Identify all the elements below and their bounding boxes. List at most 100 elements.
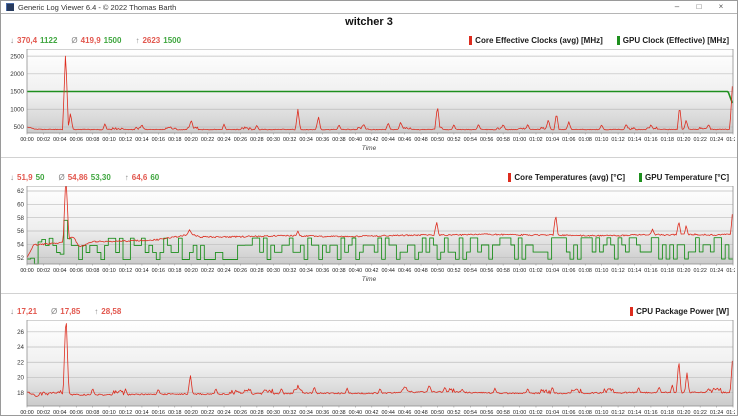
svg-text:01:20: 01:20 [677, 410, 690, 416]
svg-text:00:42: 00:42 [365, 410, 378, 416]
svg-text:00:04: 00:04 [53, 410, 66, 416]
max-arrow-icon: ↑ [124, 172, 129, 182]
stat-min-green: 50 [35, 172, 45, 182]
clocks-plot[interactable]: 500 1000 1500 2000 2500 00:00 00:02 00:04 00:06 0… [5, 48, 738, 144]
min-arrow-icon: ↓ [10, 35, 14, 45]
svg-text:60: 60 [17, 202, 24, 209]
svg-text:00:28: 00:28 [250, 268, 263, 274]
stat-max-red: 64,6 [131, 172, 148, 182]
x-axis-title: Time [361, 276, 377, 283]
x-axis-title: Time [361, 145, 377, 152]
legend-item-core-clocks[interactable]: Core Effective Clocks (avg) [MHz] [469, 35, 603, 45]
svg-text:62: 62 [17, 188, 24, 195]
stats-row: ↓ 370,4 1122 Ø 419,9 1500 ↑ 2623 1500 [5, 36, 195, 45]
svg-text:00:10: 00:10 [102, 410, 115, 416]
series-marker-green [616, 35, 620, 45]
svg-text:01:10: 01:10 [595, 268, 608, 274]
avg-icon: Ø [71, 35, 78, 45]
svg-text:54: 54 [17, 242, 24, 249]
svg-text:24: 24 [17, 344, 24, 351]
minimize-button[interactable]: – [674, 2, 680, 11]
stat-max-green: 1500 [163, 35, 182, 45]
svg-text:00:22: 00:22 [201, 410, 214, 416]
svg-text:00:54: 00:54 [464, 268, 477, 274]
svg-text:00:46: 00:46 [398, 137, 411, 143]
max-arrow-icon: ↑ [94, 306, 99, 316]
stat-max-green: 60 [150, 172, 160, 182]
svg-text:01:14: 01:14 [628, 137, 641, 143]
svg-text:00:46: 00:46 [398, 410, 411, 416]
stat-avg-red: 17,85 [60, 306, 81, 316]
svg-text:01:06: 01:06 [562, 137, 575, 143]
power-plot[interactable]: 18 20 22 24 26 00:00 00:02 00:04 00:06 00:08 00:10… [5, 319, 738, 416]
stat-avg-red: 54,86 [67, 172, 88, 182]
avg-icon: Ø [51, 306, 58, 316]
svg-text:00:00: 00:00 [20, 137, 33, 143]
svg-text:01:10: 01:10 [595, 410, 608, 416]
svg-text:00:54: 00:54 [464, 137, 477, 143]
series-marker-red [508, 172, 512, 182]
svg-text:00:06: 00:06 [70, 410, 83, 416]
svg-text:01:22: 01:22 [693, 137, 706, 143]
svg-text:00:12: 00:12 [119, 410, 132, 416]
svg-text:00:44: 00:44 [382, 137, 395, 143]
svg-text:26: 26 [17, 329, 24, 336]
svg-text:01:12: 01:12 [611, 410, 624, 416]
svg-text:00:50: 00:50 [431, 410, 444, 416]
maximize-button[interactable]: □ [696, 2, 702, 11]
svg-text:56: 56 [17, 228, 24, 235]
svg-text:01:24: 01:24 [710, 137, 723, 143]
chart-panel-temperatures: ↓ 51,9 50 Ø 54,86 53,30 ↑ 64,6 60 [1, 157, 738, 293]
min-arrow-icon: ↓ [10, 172, 14, 182]
svg-text:500: 500 [14, 124, 25, 131]
svg-text:00:18: 00:18 [168, 137, 181, 143]
legend: Core Temperatures (avg) [°C] GPU Tempera… [508, 170, 729, 184]
svg-text:58: 58 [17, 215, 24, 222]
svg-text:01:24: 01:24 [710, 410, 723, 416]
stat-min: ↓ 51,9 50 [10, 173, 44, 182]
svg-text:01:12: 01:12 [611, 137, 624, 143]
svg-text:01:26: 01:26 [726, 268, 735, 274]
svg-text:00:56: 00:56 [480, 268, 493, 274]
svg-text:00:02: 00:02 [37, 268, 50, 274]
svg-text:00:00: 00:00 [20, 268, 33, 274]
legend-item-cpu-power[interactable]: CPU Package Power [W] [630, 306, 729, 316]
svg-text:01:04: 01:04 [546, 137, 559, 143]
svg-text:00:20: 00:20 [184, 410, 197, 416]
svg-text:00:16: 00:16 [152, 137, 165, 143]
legend-item-gpu-temp[interactable]: GPU Temperature [°C] [639, 172, 729, 182]
svg-text:01:02: 01:02 [529, 268, 542, 274]
legend-label: CPU Package Power [W] [636, 306, 729, 316]
svg-text:2500: 2500 [10, 53, 24, 60]
stat-max: ↑ 64,6 60 [125, 173, 159, 182]
svg-text:01:16: 01:16 [644, 268, 657, 274]
svg-text:1500: 1500 [10, 89, 24, 96]
legend-item-gpu-clock[interactable]: GPU Clock (Effective) [MHz] [616, 35, 729, 45]
svg-text:00:08: 00:08 [86, 137, 99, 143]
panel-head: ↓ 370,4 1122 Ø 419,9 1500 ↑ 2623 1500 [5, 33, 733, 47]
svg-text:00:52: 00:52 [447, 268, 460, 274]
svg-text:00:00: 00:00 [20, 410, 33, 416]
svg-text:01:12: 01:12 [611, 268, 624, 274]
svg-text:00:32: 00:32 [283, 268, 296, 274]
svg-text:00:06: 00:06 [70, 137, 83, 143]
svg-text:00:26: 00:26 [234, 137, 247, 143]
temperatures-plot[interactable]: 52 54 56 58 60 62 00:00 00:02 00:04 00:06 00:08 00:… [5, 185, 738, 275]
stat-avg-red: 419,9 [80, 35, 101, 45]
legend-item-core-temps[interactable]: Core Temperatures (avg) [°C] [508, 172, 625, 182]
legend: Core Effective Clocks (avg) [MHz] GPU Cl… [469, 33, 729, 47]
close-button[interactable]: × [718, 2, 724, 11]
stat-max: ↑ 28,58 [94, 307, 121, 316]
svg-text:00:16: 00:16 [152, 410, 165, 416]
svg-text:00:14: 00:14 [135, 137, 148, 143]
svg-text:00:38: 00:38 [332, 410, 345, 416]
panel-head: ↓ 17,21 Ø 17,85 ↑ 28,58 CPU Package Powe… [5, 304, 733, 318]
svg-text:00:46: 00:46 [398, 268, 411, 274]
svg-text:00:24: 00:24 [217, 268, 230, 274]
svg-text:00:30: 00:30 [267, 137, 280, 143]
svg-text:00:08: 00:08 [86, 268, 99, 274]
stat-max: ↑ 2623 1500 [135, 36, 181, 45]
svg-text:00:48: 00:48 [414, 137, 427, 143]
svg-text:01:20: 01:20 [677, 137, 690, 143]
